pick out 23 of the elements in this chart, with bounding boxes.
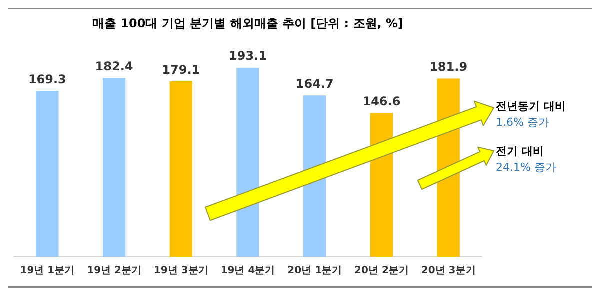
- x-tick-label: 20년 1분기: [288, 266, 342, 277]
- chart-title: 매출 100대 기업 분기별 해외매출 추이 [단위 : 조원, %]: [92, 16, 404, 30]
- data-label: 179.1: [162, 62, 200, 77]
- x-tick-label: 19년 4분기: [220, 266, 276, 277]
- text: 24.1% 증가: [496, 161, 556, 174]
- data-label: 193.1: [229, 49, 267, 64]
- data-label: 169.3: [28, 72, 66, 86]
- bar: [36, 91, 59, 257]
- bar: [102, 78, 126, 257]
- x-tick-label: 19년 3분기: [154, 266, 208, 277]
- data-label: 164.7: [296, 76, 334, 91]
- x-tick-label: 20년 2분기: [354, 266, 409, 277]
- data-label: 181.9: [430, 60, 468, 74]
- data-label: 146.6: [362, 94, 401, 109]
- x-tick-label: 19년 1분기: [20, 266, 75, 277]
- x-tick-label: 20년 3분기: [421, 266, 476, 277]
- bar: [170, 82, 192, 257]
- bar: [236, 68, 260, 257]
- x-tick-label: 19년 2분기: [87, 266, 142, 277]
- text: 전년동기 대비: [496, 100, 566, 113]
- text: 전기 대비: [496, 145, 544, 158]
- text: 1.6% 증가: [496, 116, 550, 129]
- data-label: 182.4: [95, 60, 134, 74]
